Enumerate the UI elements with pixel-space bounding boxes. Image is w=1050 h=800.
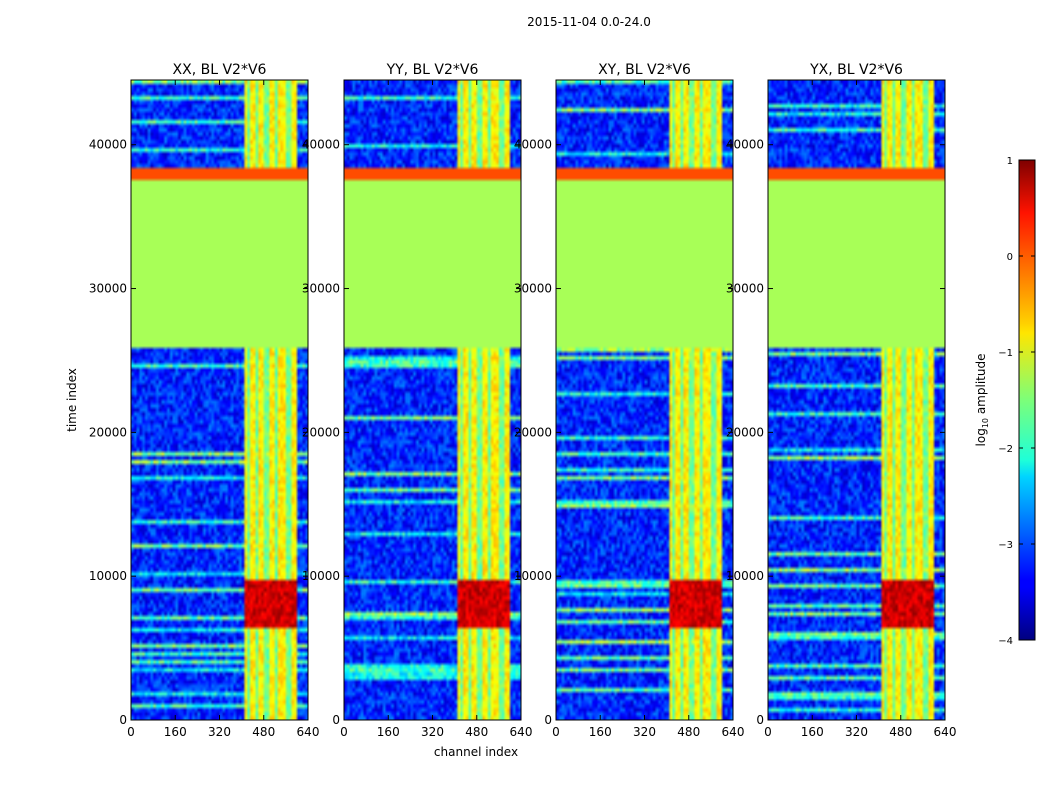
colorbar-tick-label: 0 — [1007, 252, 1013, 263]
y-tick-label: 10000 — [89, 569, 127, 583]
colorbar-ticks: 1 0 −1 −2 −3 −4 — [998, 156, 1035, 647]
panel-xy: XY, BL V2*V6 0 160 320 480 640 0 10000 20000 3000… — [514, 62, 745, 739]
x-tick-label: 480 — [252, 725, 275, 739]
colorbar-tick-label: −2 — [998, 444, 1013, 455]
y-tick-label: 30000 — [89, 282, 127, 296]
y-tick-label: 40000 — [514, 138, 552, 152]
figure-suptitle: 2015-11-04 0.0-24.0 — [527, 15, 651, 29]
colorbar-tick-label: −3 — [998, 540, 1013, 551]
x-tick-label: 160 — [164, 725, 187, 739]
y-tick-label: 10000 — [726, 569, 764, 583]
y-tick-label: 40000 — [302, 138, 340, 152]
x-axis-label: channel index — [434, 745, 518, 759]
colorbar-tick-label: 1 — [1007, 156, 1013, 167]
colorbar: 1 0 −1 −2 −3 −4 log10 amplitude — [974, 156, 1036, 647]
panel-yy: YY, BL V2*V6 0 160 320 480 640 0 10000 20000 3000… — [302, 62, 533, 739]
panel-title: YX, BL V2*V6 — [809, 62, 903, 78]
x-tick-label: 160 — [801, 725, 824, 739]
x-tick-label: 160 — [377, 725, 400, 739]
y-tick-label: 0 — [544, 713, 552, 727]
panels-group: XX, BL V2*V6 0 160 320 480 640 0 10000 20000 3000… — [89, 62, 957, 739]
x-tick-label: 640 — [934, 725, 957, 739]
x-tick-label: 320 — [845, 725, 868, 739]
x-tick-label: 0 — [552, 725, 560, 739]
y-tick-label: 10000 — [302, 569, 340, 583]
y-tick-label: 30000 — [514, 282, 552, 296]
y-tick-label: 0 — [756, 713, 764, 727]
y-tick-label: 20000 — [514, 425, 552, 439]
panel-xx: XX, BL V2*V6 0 160 320 480 640 0 10000 20000 3000… — [89, 62, 320, 739]
y-tick-label: 10000 — [514, 569, 552, 583]
heatmap-image — [344, 80, 521, 720]
y-tick-label: 0 — [332, 713, 340, 727]
x-tick-label: 160 — [589, 725, 612, 739]
y-tick-label: 40000 — [89, 138, 127, 152]
colorbar-tick-label: −1 — [998, 348, 1013, 359]
x-tick-label: 0 — [764, 725, 772, 739]
x-tick-label: 640 — [510, 725, 533, 739]
y-tick-label: 0 — [119, 713, 127, 727]
y-tick-label: 40000 — [726, 138, 764, 152]
x-tick-label: 480 — [465, 725, 488, 739]
x-tick-label: 640 — [722, 725, 745, 739]
x-tick-label: 480 — [677, 725, 700, 739]
y-tick-label: 30000 — [726, 282, 764, 296]
colorbar-gradient — [1018, 159, 1036, 641]
x-tick-label: 320 — [208, 725, 231, 739]
x-tick-label: 480 — [889, 725, 912, 739]
colorbar-label: log10 amplitude — [974, 354, 990, 447]
x-tick-label: 320 — [421, 725, 444, 739]
y-tick-label: 20000 — [726, 425, 764, 439]
y-axis-label: time index — [65, 368, 79, 432]
panel-title: YY, BL V2*V6 — [386, 62, 479, 78]
y-tick-label: 20000 — [302, 425, 340, 439]
x-tick-label: 0 — [340, 725, 348, 739]
y-tick-label: 20000 — [89, 425, 127, 439]
heatmap-image — [556, 80, 733, 720]
colorbar-tick-label: −4 — [998, 636, 1013, 647]
panel-yx: YX, BL V2*V6 0 160 320 480 640 0 10000 20000 3000… — [726, 62, 957, 739]
x-tick-label: 640 — [297, 725, 320, 739]
x-tick-label: 320 — [633, 725, 656, 739]
heatmap-image — [131, 80, 308, 720]
heatmap-image — [768, 80, 945, 720]
y-tick-label: 30000 — [302, 282, 340, 296]
x-tick-label: 0 — [127, 725, 135, 739]
panel-title: XY, BL V2*V6 — [598, 62, 691, 78]
panel-title: XX, BL V2*V6 — [173, 62, 267, 78]
